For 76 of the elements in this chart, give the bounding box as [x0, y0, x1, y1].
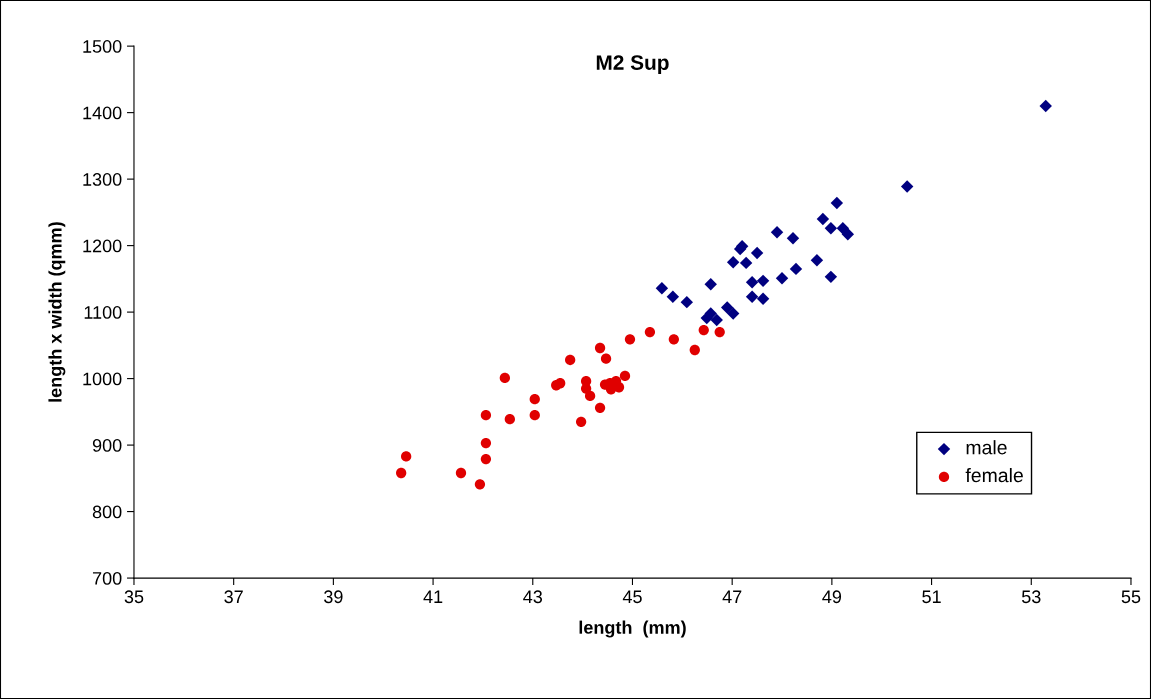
x-tick-label: 35 [124, 590, 144, 604]
point [720, 301, 734, 314]
point [756, 274, 770, 288]
point [619, 370, 631, 382]
point [480, 437, 492, 449]
x-tick-label: 43 [523, 590, 543, 604]
point [401, 451, 412, 462]
point [565, 354, 576, 366]
point [824, 222, 838, 235]
x-tick-label: 55 [1121, 590, 1141, 604]
x-tick-label: 41 [423, 590, 443, 603]
point [739, 256, 753, 270]
y-tick-label: 1200 [83, 239, 122, 253]
point [689, 344, 700, 356]
point [474, 479, 486, 490]
y-tick-label: 1100 [84, 306, 122, 319]
point [710, 313, 723, 327]
legend-label: male [966, 440, 1007, 455]
x-tick-label: 39 [324, 590, 343, 604]
point [698, 324, 709, 336]
point [900, 180, 914, 193]
point [1039, 99, 1052, 113]
point [726, 307, 740, 320]
point [668, 334, 679, 345]
point [816, 212, 830, 226]
x-tick-label: 51 [922, 590, 941, 604]
chart-title: M2 Sup [596, 55, 669, 75]
y-tick-label: 1500 [83, 40, 122, 53]
x-axis-title: length (mm) [579, 620, 686, 638]
point [810, 254, 824, 267]
y-tick-label: 900 [92, 439, 122, 452]
point [775, 271, 789, 285]
point [504, 414, 515, 425]
point [480, 453, 492, 465]
x-tick-label: 45 [622, 590, 642, 604]
y-tick-label: 1300 [83, 173, 122, 186]
point [600, 353, 612, 364]
point [575, 416, 587, 427]
y-tick-label: 1000 [83, 372, 122, 386]
point [756, 292, 770, 306]
point [745, 275, 759, 289]
point [499, 372, 511, 384]
point [830, 196, 844, 210]
y-axis-title: length x width (qmm) [48, 222, 66, 402]
point [714, 326, 725, 338]
point [666, 290, 680, 304]
point [770, 226, 784, 239]
y-tick-label: 800 [92, 505, 122, 519]
y-tick-label: 1400 [83, 106, 122, 120]
y-tick-label: 700 [92, 572, 122, 585]
point [624, 334, 636, 345]
point [655, 281, 669, 295]
point [529, 394, 540, 405]
point [824, 270, 838, 284]
point [745, 290, 759, 304]
point [644, 326, 656, 338]
point [480, 410, 492, 421]
point [704, 277, 717, 291]
point [680, 295, 694, 309]
x-tick-label: 47 [722, 590, 742, 603]
point [789, 262, 803, 276]
point [726, 256, 740, 269]
point [841, 228, 855, 241]
point [594, 402, 606, 413]
point [786, 232, 800, 245]
point [750, 246, 764, 260]
point [594, 342, 606, 354]
point [584, 390, 596, 402]
point [455, 467, 467, 479]
point [396, 467, 407, 479]
x-tick-label: 37 [224, 590, 243, 604]
legend-label: female [965, 467, 1023, 483]
point [555, 378, 566, 389]
x-tick-label: 49 [822, 590, 842, 604]
x-tick-label: 53 [1021, 590, 1041, 604]
point [529, 410, 540, 421]
